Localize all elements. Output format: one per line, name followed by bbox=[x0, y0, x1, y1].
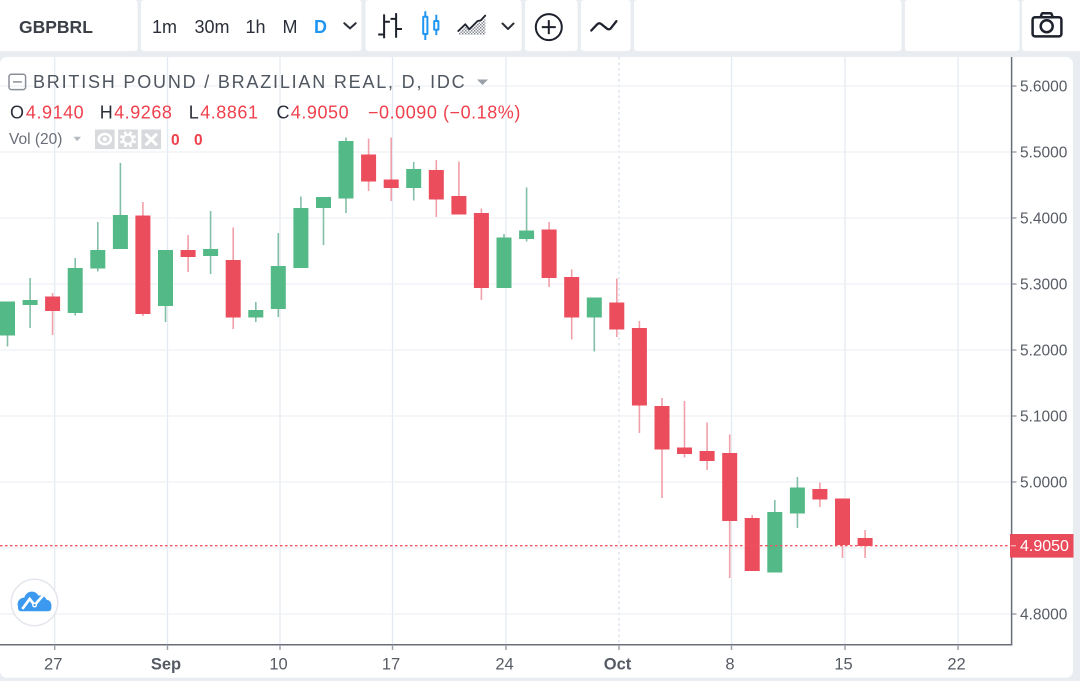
svg-text:H: H bbox=[100, 103, 113, 123]
svg-text:5.0000: 5.0000 bbox=[1020, 475, 1068, 492]
svg-text:4.9140: 4.9140 bbox=[26, 103, 84, 123]
svg-text:C: C bbox=[277, 103, 290, 123]
svg-text:1m: 1m bbox=[152, 17, 177, 37]
svg-text:5.4000: 5.4000 bbox=[1020, 211, 1068, 228]
svg-text:30m: 30m bbox=[194, 17, 229, 37]
svg-text:0: 0 bbox=[194, 132, 203, 149]
svg-text:M: M bbox=[283, 17, 298, 37]
svg-text:5.1000: 5.1000 bbox=[1020, 409, 1068, 426]
svg-text:4.8861: 4.8861 bbox=[200, 103, 258, 123]
svg-text:BRITISH POUND / BRAZILIAN REAL: BRITISH POUND / BRAZILIAN REAL, D, IDC bbox=[33, 72, 466, 92]
svg-text:1h: 1h bbox=[245, 17, 265, 37]
svg-text:5.3000: 5.3000 bbox=[1020, 277, 1068, 294]
svg-text:L: L bbox=[189, 103, 199, 123]
svg-text:17: 17 bbox=[382, 656, 400, 674]
svg-text:5.5000: 5.5000 bbox=[1020, 145, 1068, 162]
svg-text:27: 27 bbox=[44, 656, 62, 674]
svg-text:D: D bbox=[314, 17, 327, 37]
svg-text:5.2000: 5.2000 bbox=[1020, 343, 1068, 360]
svg-text:GBPBRL: GBPBRL bbox=[19, 17, 93, 37]
svg-text:4.9268: 4.9268 bbox=[114, 103, 172, 123]
svg-text:4.8000: 4.8000 bbox=[1020, 607, 1068, 624]
svg-text:0: 0 bbox=[171, 132, 180, 149]
svg-text:22: 22 bbox=[947, 656, 965, 674]
svg-text:24: 24 bbox=[495, 656, 513, 674]
svg-text:4.9050: 4.9050 bbox=[291, 103, 349, 123]
svg-text:Oct: Oct bbox=[604, 656, 632, 674]
svg-text:4.9050: 4.9050 bbox=[1020, 538, 1069, 555]
svg-text:15: 15 bbox=[834, 656, 852, 674]
svg-text:8: 8 bbox=[725, 656, 734, 674]
svg-text:−0.0090 (−0.18%): −0.0090 (−0.18%) bbox=[368, 103, 521, 123]
svg-text:O: O bbox=[10, 103, 24, 123]
svg-text:10: 10 bbox=[269, 656, 287, 674]
svg-text:Sep: Sep bbox=[151, 656, 181, 674]
svg-text:5.6000: 5.6000 bbox=[1020, 79, 1068, 96]
svg-text:Vol (20): Vol (20) bbox=[9, 131, 62, 148]
